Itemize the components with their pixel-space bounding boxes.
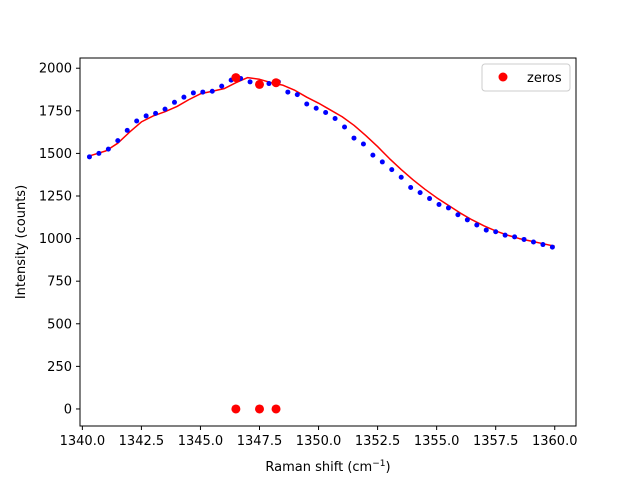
data-point bbox=[294, 92, 300, 98]
data-point bbox=[86, 154, 92, 160]
data-point bbox=[370, 152, 376, 158]
x-tick-label: 1357.5 bbox=[473, 434, 519, 449]
data-point bbox=[502, 232, 508, 238]
data-point bbox=[351, 135, 357, 141]
x-tick-label: 1352.5 bbox=[355, 434, 401, 449]
data-point bbox=[134, 118, 140, 124]
data-point bbox=[474, 222, 480, 228]
data-point bbox=[342, 124, 348, 130]
x-tick-label: 1345.0 bbox=[178, 434, 224, 449]
x-tick-label: 1347.5 bbox=[237, 434, 283, 449]
y-tick-label: 1750 bbox=[39, 104, 72, 119]
y-tick-label: 0 bbox=[64, 402, 72, 417]
x-tick-label: 1350.0 bbox=[296, 434, 342, 449]
data-point bbox=[162, 106, 168, 112]
data-point bbox=[153, 110, 159, 116]
y-axis-label: Intensity (counts) bbox=[14, 185, 29, 299]
data-point bbox=[455, 212, 461, 218]
legend-zeros-marker bbox=[498, 72, 508, 82]
x-axis-label: Raman shift (cm−1) bbox=[265, 459, 390, 475]
zero-peak-marker bbox=[255, 79, 265, 89]
data-point bbox=[379, 159, 385, 165]
data-point bbox=[398, 174, 404, 180]
y-tick-label: 1250 bbox=[39, 190, 72, 205]
plot-area bbox=[80, 58, 576, 426]
legend-zeros-label: zeros bbox=[527, 71, 562, 86]
y-tick-label: 2000 bbox=[39, 62, 72, 77]
data-point bbox=[219, 83, 225, 89]
x-tick-label: 1342.5 bbox=[119, 434, 165, 449]
zero-marker bbox=[271, 404, 281, 414]
data-point bbox=[427, 196, 433, 202]
legend: zeros bbox=[481, 63, 571, 92]
data-point bbox=[247, 79, 253, 85]
data-point bbox=[181, 94, 187, 100]
data-point bbox=[389, 167, 395, 173]
y-axis: 0 250 500 750 1000 1250 1500 1750 2000 bbox=[39, 62, 80, 417]
zeros-layer bbox=[231, 73, 281, 414]
y-tick-label: 250 bbox=[47, 360, 72, 375]
x-tick-label: 1360.0 bbox=[532, 434, 578, 449]
data-point bbox=[171, 99, 177, 105]
data-point bbox=[200, 89, 206, 95]
data-point bbox=[530, 239, 536, 245]
data-point bbox=[209, 88, 215, 94]
legend-box bbox=[481, 63, 571, 92]
data-point bbox=[436, 202, 442, 208]
data-point bbox=[408, 184, 414, 190]
x-axis-label-superscript: −1 bbox=[372, 459, 385, 469]
x-axis-label-close: ) bbox=[386, 460, 391, 475]
data-point bbox=[332, 115, 338, 121]
y-tick-label: 500 bbox=[47, 317, 72, 332]
data-point bbox=[512, 234, 518, 240]
data-point bbox=[143, 113, 149, 119]
data-point bbox=[540, 242, 546, 248]
data-point bbox=[493, 229, 499, 235]
y-tick-label: 1500 bbox=[39, 147, 72, 162]
plot-frame bbox=[79, 57, 577, 427]
data-point bbox=[417, 190, 423, 196]
data-point bbox=[285, 89, 291, 95]
data-point bbox=[360, 141, 366, 147]
data-point bbox=[521, 236, 527, 242]
x-axis: 1340.0 1342.5 1345.0 1347.5 1350.0 1352.5 1355… bbox=[60, 426, 578, 449]
y-tick-label: 750 bbox=[47, 275, 72, 290]
data-point bbox=[115, 138, 121, 144]
data-point bbox=[96, 150, 102, 156]
zero-marker bbox=[231, 404, 241, 414]
data-point bbox=[464, 217, 470, 223]
data-point bbox=[483, 227, 489, 233]
data-point bbox=[445, 205, 451, 211]
x-tick-label: 1355.0 bbox=[414, 434, 460, 449]
x-tick-label: 1340.0 bbox=[60, 434, 106, 449]
data-point bbox=[323, 110, 329, 116]
data-point bbox=[549, 244, 555, 250]
zero-peak-marker bbox=[231, 73, 241, 83]
data-point bbox=[105, 146, 111, 152]
zero-marker bbox=[255, 404, 265, 414]
zero-peak-marker bbox=[271, 78, 281, 88]
data-point bbox=[266, 81, 272, 87]
data-point bbox=[304, 101, 310, 107]
y-tick-label: 1000 bbox=[39, 232, 72, 247]
data-point bbox=[124, 127, 130, 133]
x-axis-label-text: Raman shift (cm bbox=[265, 460, 372, 475]
data-point bbox=[190, 90, 196, 96]
data-point bbox=[313, 105, 319, 111]
